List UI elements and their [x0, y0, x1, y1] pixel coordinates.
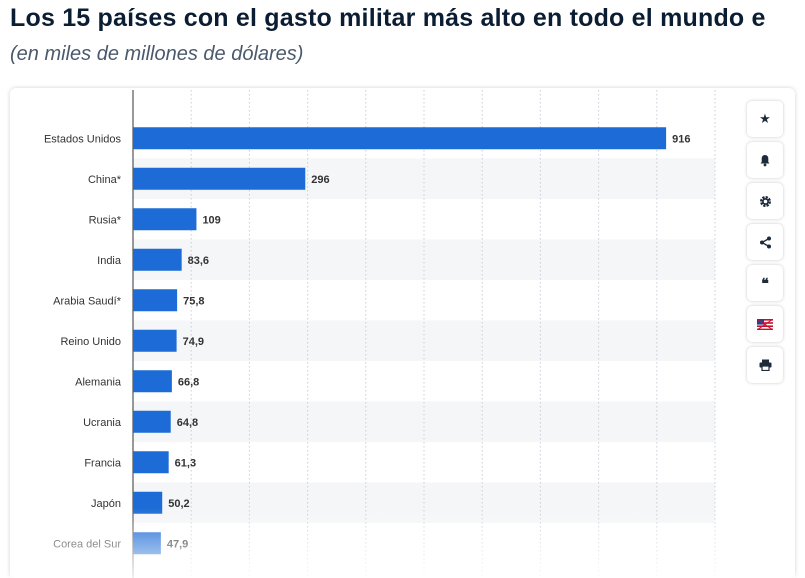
print-icon — [759, 359, 771, 371]
data-label: 66,8 — [178, 376, 199, 388]
category-label: India — [97, 255, 122, 267]
category-label: Francia — [84, 457, 122, 469]
category-label: Arabia Saudí* — [53, 295, 122, 307]
notification-button[interactable] — [747, 142, 783, 178]
category-label: Reino Unido — [60, 336, 121, 348]
language-button[interactable] — [747, 306, 783, 342]
category-label: Estados Unidos — [44, 133, 122, 145]
bar[interactable] — [133, 370, 172, 393]
share-button[interactable] — [747, 224, 783, 260]
bar[interactable] — [133, 451, 169, 474]
fade-overlay — [10, 508, 795, 578]
data-label: 916 — [672, 133, 690, 145]
data-label: 83,6 — [188, 255, 209, 267]
share-icon — [759, 236, 771, 248]
bar[interactable] — [133, 248, 182, 271]
print-button[interactable] — [747, 347, 783, 383]
bar[interactable] — [133, 289, 178, 312]
bar[interactable] — [133, 410, 171, 433]
data-label: 64,8 — [177, 417, 198, 429]
chart-card: 91629610983,675,874,966,864,861,350,247,… — [10, 88, 795, 578]
data-label: 74,9 — [183, 336, 204, 348]
data-label: 75,8 — [183, 295, 204, 307]
star-icon: ★ — [759, 111, 771, 126]
category-label: Ucrania — [83, 417, 122, 429]
category-label: China* — [88, 174, 122, 186]
toolbar: ★ ❝ — [747, 101, 785, 388]
quote-icon: ❝ — [761, 274, 769, 291]
star-button[interactable]: ★ — [747, 101, 783, 137]
row-stripe — [133, 239, 715, 280]
data-label: 61,3 — [175, 457, 196, 469]
bar[interactable] — [133, 127, 667, 150]
row-stripe — [133, 401, 715, 442]
gear-icon — [759, 195, 771, 207]
category-label: Rusia* — [89, 214, 122, 226]
bell-icon — [760, 154, 770, 166]
category-label: Japón — [91, 498, 121, 510]
data-label: 50,2 — [168, 498, 189, 510]
bar-chart: 91629610983,675,874,966,864,861,350,247,… — [10, 90, 795, 578]
bar[interactable] — [133, 208, 197, 231]
category-label: Alemania — [75, 376, 122, 388]
bar[interactable] — [133, 329, 177, 352]
bar[interactable] — [133, 167, 306, 190]
data-label: 109 — [202, 214, 220, 226]
settings-button[interactable] — [747, 183, 783, 219]
cite-button[interactable]: ❝ — [747, 265, 783, 301]
page-title: Los 15 países con el gasto militar más a… — [10, 4, 766, 32]
flag-icon — [757, 318, 773, 330]
page-subtitle: (en miles de millones de dólares) — [10, 43, 304, 65]
data-label: 296 — [311, 174, 329, 186]
